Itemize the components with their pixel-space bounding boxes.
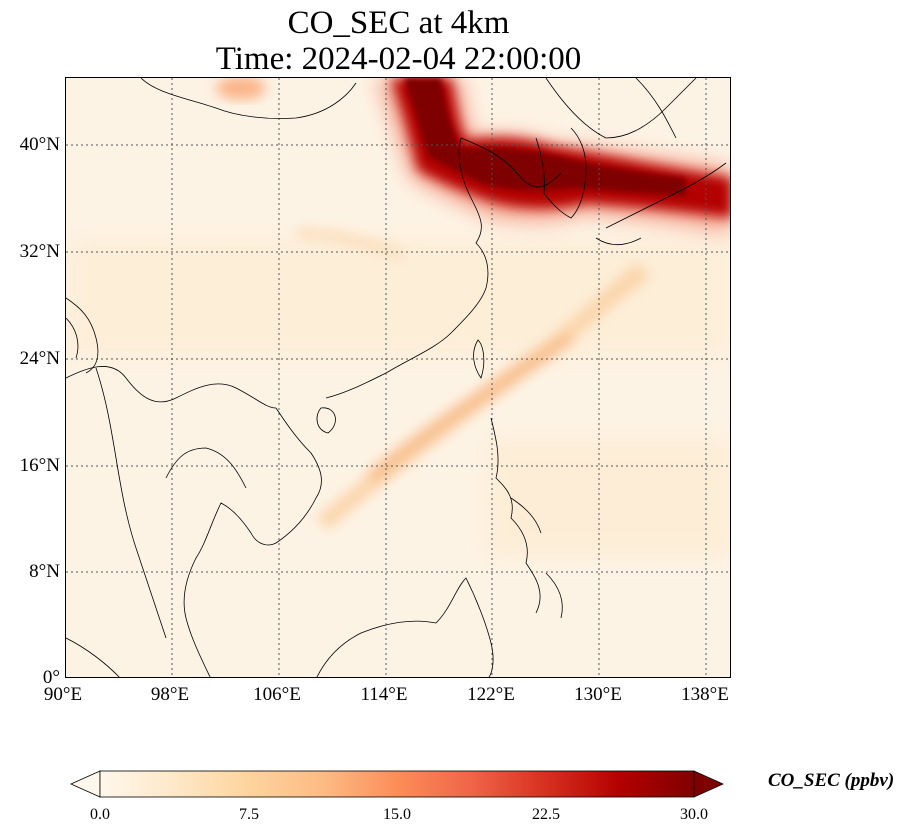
- map-title: CO_SEC at 4km: [287, 5, 510, 41]
- lat-tick-label: 8°N: [29, 561, 60, 582]
- lon-tick-label: 138°E: [681, 684, 729, 705]
- field-band: [486, 438, 730, 558]
- colorbar: [70, 770, 724, 798]
- colorbar-tick-label: 0.0: [90, 806, 110, 823]
- colorbar-extend-min: [70, 770, 101, 798]
- lat-tick-label: 0°: [42, 667, 60, 688]
- lon-tick-label: 122°E: [467, 684, 515, 705]
- lon-tick-label: 90°E: [43, 684, 83, 705]
- gridlines: [66, 78, 730, 677]
- lat-tick-label: 16°N: [19, 455, 60, 476]
- map-plot-area: [65, 77, 731, 678]
- colorbar-tick-label: 22.5: [532, 806, 560, 823]
- lon-tick-label: 98°E: [150, 684, 190, 705]
- southern-plume: [296, 228, 651, 530]
- lat-tick-label: 40°N: [19, 134, 60, 155]
- colorbar-tick-label: 15.0: [383, 806, 411, 823]
- coastlines-and-borders: [66, 78, 727, 677]
- colorbar-extend-max: [693, 770, 724, 798]
- lon-tick-label: 114°E: [360, 684, 408, 705]
- colorbar-gradient: [99, 770, 695, 798]
- lat-tick-label: 32°N: [19, 241, 60, 262]
- lon-tick-label: 130°E: [574, 684, 622, 705]
- map-subtitle-time: Time: 2024-02-04 22:00:00: [215, 41, 582, 77]
- map-canvas: [66, 78, 730, 677]
- colorbar-tick-label: 30.0: [680, 806, 708, 823]
- northern-plume: [216, 78, 730, 233]
- lat-tick-label: 24°N: [19, 348, 60, 369]
- lon-tick-label: 106°E: [253, 684, 301, 705]
- colorbar-label: CO_SEC (ppbv): [768, 770, 895, 791]
- colorbar-tick-label: 7.5: [239, 806, 259, 823]
